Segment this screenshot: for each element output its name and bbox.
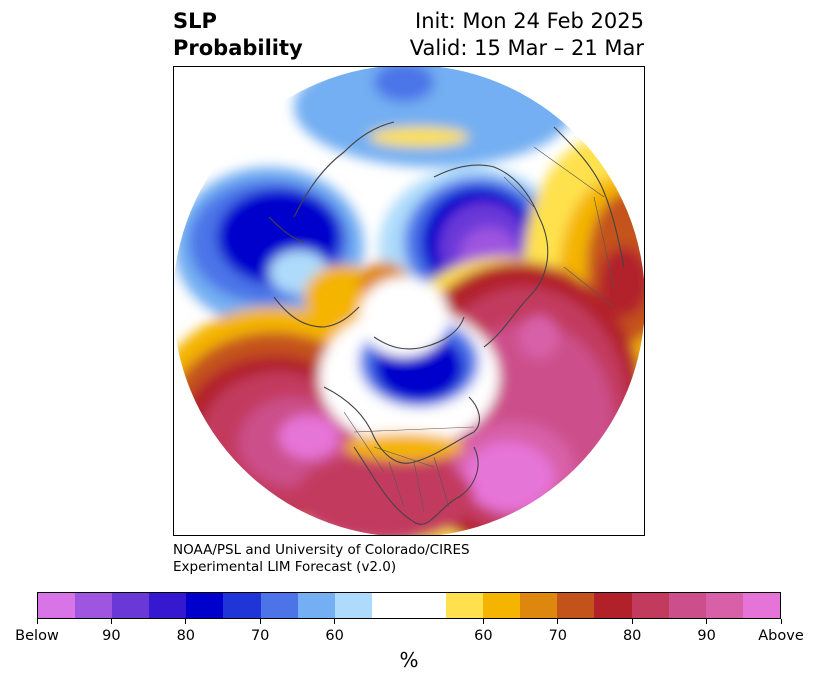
probability-map xyxy=(174,67,644,535)
colorbar-swatch xyxy=(557,593,595,618)
colorbar-swatch xyxy=(483,593,521,618)
map-title: SLP Probability xyxy=(173,8,303,62)
colorbar-tick xyxy=(557,619,559,624)
colorbar-swatch xyxy=(334,593,372,618)
colorbar-tick xyxy=(780,619,782,624)
colorbar-tick xyxy=(259,619,261,624)
colorbar xyxy=(37,592,781,619)
colorbar-swatch xyxy=(446,593,484,618)
probability-field xyxy=(174,67,644,535)
colorbar-tick xyxy=(706,619,708,624)
colorbar-swatch xyxy=(223,593,261,618)
colorbar-swatch xyxy=(520,593,558,618)
colorbar-swatch xyxy=(75,593,113,618)
colorbar-tick-label: 60 xyxy=(325,628,344,644)
colorbar-swatch xyxy=(186,593,224,618)
colorbar-swatch xyxy=(631,593,669,618)
credit-line-1: NOAA/PSL and University of Colorado/CIRE… xyxy=(173,542,470,558)
valid-date: Valid: 15 Mar – 21 Mar xyxy=(409,36,644,60)
colorbar-tick xyxy=(631,619,633,624)
colorbar-swatch xyxy=(408,593,447,618)
colorbar-swatch xyxy=(705,593,743,618)
title-type: Probability xyxy=(173,36,303,60)
colorbar-swatch xyxy=(260,593,298,618)
colorbar-unit: % xyxy=(399,648,419,672)
colorbar-tick-label: 70 xyxy=(250,628,270,644)
credit-line-2: Experimental LIM Forecast (v2.0) xyxy=(173,559,397,575)
coastlines xyxy=(268,121,625,525)
colorbar-tick-label: 60 xyxy=(474,628,493,644)
colorbar-swatch xyxy=(149,593,187,618)
colorbar-swatch xyxy=(38,593,76,618)
title-variable: SLP xyxy=(173,9,217,33)
borders xyxy=(343,146,615,513)
colorbar-tick-label: Above xyxy=(758,628,804,644)
colorbar-tick-label: 70 xyxy=(548,628,568,644)
colorbar-tick xyxy=(110,619,112,624)
colorbar-swatch xyxy=(594,593,632,618)
map-panel xyxy=(173,66,645,536)
colorbar-swatch xyxy=(742,593,780,618)
colorbar-tick-label: 80 xyxy=(622,628,642,644)
colorbar-swatch xyxy=(668,593,706,618)
init-date: Init: Mon 24 Feb 2025 xyxy=(415,9,644,33)
colorbar-tick xyxy=(185,619,187,624)
colorbar-tick xyxy=(36,619,38,624)
forecast-dates: Init: Mon 24 Feb 2025 Valid: 15 Mar – 21… xyxy=(410,8,644,62)
colorbar-swatch xyxy=(112,593,150,618)
colorbar-swatch xyxy=(297,593,335,618)
colorbar-tick-label: 90 xyxy=(102,628,121,644)
colorbar-tick xyxy=(482,619,484,624)
colorbar-swatch xyxy=(371,593,409,618)
colorbar-tick-label: 90 xyxy=(697,628,716,644)
colorbar-tick-label: 80 xyxy=(176,628,196,644)
credit-text: NOAA/PSL and University of Colorado/CIRE… xyxy=(173,542,470,576)
colorbar-tick xyxy=(334,619,336,624)
colorbar-tick-label: Below xyxy=(15,628,59,644)
